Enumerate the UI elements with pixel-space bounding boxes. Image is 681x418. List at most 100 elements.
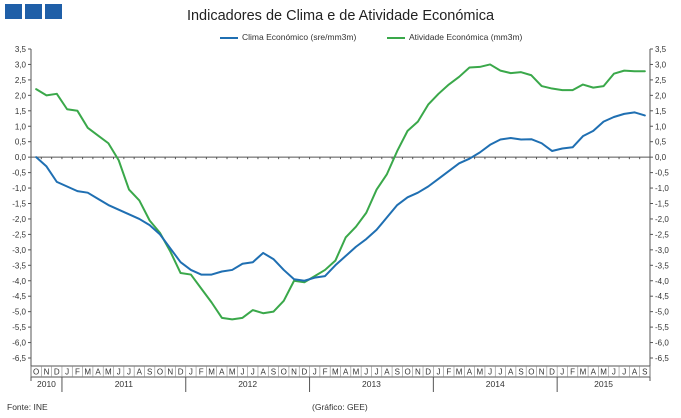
y-tick-label-right: -2,0 (655, 215, 669, 224)
month-label: J (437, 368, 441, 377)
month-label: S (518, 368, 523, 377)
month-label: S (271, 368, 276, 377)
month-label: M (229, 368, 236, 377)
y-tick-label-right: 0,0 (655, 153, 667, 162)
month-label: J (498, 368, 502, 377)
month-label: A (467, 368, 473, 377)
month-label: M (332, 368, 339, 377)
month-label: J (240, 368, 244, 377)
month-label: M (105, 368, 112, 377)
y-tick-label-left: 1,5 (15, 107, 27, 116)
month-label: N (291, 368, 297, 377)
y-tick-label-left: -5,5 (12, 323, 26, 332)
y-tick-label-left: -5,0 (12, 308, 26, 317)
month-label: A (508, 368, 514, 377)
y-tick-label-left: 2,5 (15, 76, 27, 85)
y-tick-label-left: 3,0 (15, 60, 27, 69)
month-label: J (127, 368, 131, 377)
y-tick-label-right: 1,5 (655, 107, 667, 116)
month-label: O (157, 368, 163, 377)
legend-label-atividade: Atividade Económica (mm3m) (409, 32, 523, 42)
month-label: O (528, 368, 534, 377)
y-tick-label-left: -6,0 (12, 339, 26, 348)
month-label: J (251, 368, 255, 377)
y-axis-right: 3,5 3,0 2,5 2,0 1,5 1,0 0,5 0,0 -0,5 -1,0 -1,5 -2,0… (649, 45, 669, 381)
series-clima-line (35, 111, 646, 282)
month-label: J (189, 368, 193, 377)
legend-line-atividade (387, 37, 405, 39)
y-tick-label-right: -4,0 (655, 277, 669, 286)
y-tick-label-right: 2,5 (655, 76, 667, 85)
month-label: D (302, 368, 308, 377)
y-tick-label-left: -2,5 (12, 230, 26, 239)
logo (5, 4, 65, 20)
logo-square-3 (45, 4, 62, 19)
month-label: N (167, 368, 173, 377)
month-label: A (591, 368, 597, 377)
y-tick-label-right: -5,5 (655, 323, 669, 332)
month-label: M (84, 368, 91, 377)
legend: Clima Económico (sre/mm3m) Atividade Eco… (0, 31, 681, 45)
series-layer (35, 63, 646, 321)
y-tick-label-left: -2,0 (12, 215, 26, 224)
month-label: M (580, 368, 587, 377)
y-tick-label-right: 2,0 (655, 91, 667, 100)
year-label: 2011 (115, 379, 134, 389)
y-tick-label-right: -2,5 (655, 230, 669, 239)
logo-square-1 (5, 4, 22, 19)
y-tick-label-left: 0,5 (15, 138, 27, 147)
y-tick-label-right: -3,0 (655, 246, 669, 255)
y-tick-label-left: -4,5 (12, 292, 26, 301)
series-atividade-line (35, 63, 646, 321)
y-tick-label-right: -6,5 (655, 354, 669, 363)
chart-title: Indicadores de Clima e de Atividade Econ… (186, 8, 495, 24)
year-label: 2013 (362, 379, 381, 389)
month-label: J (117, 368, 121, 377)
y-tick-label-right: -3,5 (655, 261, 669, 270)
month-label: A (219, 368, 225, 377)
month-label: S (642, 368, 647, 377)
month-label: A (137, 368, 143, 377)
month-label: J (313, 368, 317, 377)
month-label: J (488, 368, 492, 377)
y-tick-label-right: -1,0 (655, 184, 669, 193)
y-tick-label-right: 0,5 (655, 138, 667, 147)
y-tick-label-right: -5,0 (655, 308, 669, 317)
year-label: 2015 (594, 379, 613, 389)
y-tick-label-right: -4,5 (655, 292, 669, 301)
y-tick-label-left: -6,5 (12, 354, 26, 363)
y-tick-label-left: -3,0 (12, 246, 26, 255)
month-label: J (612, 368, 616, 377)
month-label: M (456, 368, 463, 377)
y-tick-label-left: -1,0 (12, 184, 26, 193)
month-label: S (147, 368, 152, 377)
chart-credit: (Gráfico: GEE) (312, 402, 368, 412)
y-tick-label-right: 1,0 (655, 122, 667, 131)
month-label: N (539, 368, 545, 377)
y-tick-label-left: -1,5 (12, 200, 26, 209)
y-tick-label-left: 0,0 (15, 153, 27, 162)
y-axis-left: 3,5 3,0 2,5 2,0 1,5 1,0 0,5 0,0 -0,5 -1,0 -1,5 -2,0… (12, 45, 32, 381)
y-tick-label-right: 3,0 (655, 60, 667, 69)
y-tick-label-right: 3,5 (655, 45, 667, 54)
source-note: Fonte: INE (7, 402, 48, 412)
year-label: 2014 (486, 379, 505, 389)
month-label: O (281, 368, 287, 377)
month-label: M (353, 368, 360, 377)
month-label: A (343, 368, 349, 377)
month-label: F (199, 368, 204, 377)
y-tick-label-left: -0,5 (12, 169, 26, 178)
month-label: M (600, 368, 607, 377)
y-tick-label-left: -4,0 (12, 277, 26, 286)
month-label: M (208, 368, 215, 377)
y-tick-label-right: -6,0 (655, 339, 669, 348)
legend-line-clima (220, 37, 238, 39)
month-label: F (323, 368, 328, 377)
y-tick-label-left: -3,5 (12, 261, 26, 270)
legend-label-clima: Clima Económico (sre/mm3m) (242, 32, 357, 42)
month-label: A (260, 368, 266, 377)
month-label: M (476, 368, 483, 377)
month-label: N (44, 368, 50, 377)
month-label: J (622, 368, 626, 377)
